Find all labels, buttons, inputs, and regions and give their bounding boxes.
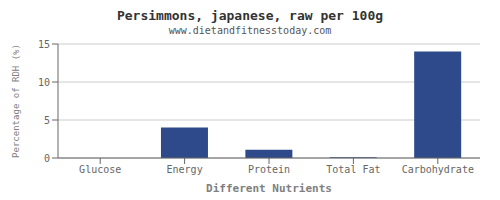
svg-text:Percentage of RDH (%): Percentage of RDH (%) [11, 44, 21, 158]
svg-text:Carbohydrate: Carbohydrate [402, 164, 474, 175]
svg-text:Protein: Protein [248, 164, 290, 175]
svg-text:15: 15 [38, 39, 50, 50]
html-text:Persimmons, japanese, raw per: Persimmons, japanese, raw per 100g [116, 8, 383, 23]
svg-text:0: 0 [44, 153, 50, 164]
svg-text:Glucose: Glucose [79, 164, 121, 175]
svg-text:5: 5 [44, 115, 50, 126]
svg-text:10: 10 [38, 77, 50, 88]
html-text:www.dietandfitnesstoday.com: www.dietandfitnesstoday.com [168, 25, 332, 36]
svg-text:Different Nutrients: Different Nutrients [206, 182, 332, 192]
svg-text:Total Fat: Total Fat [326, 164, 380, 175]
svg-text:Energy: Energy [167, 164, 203, 175]
